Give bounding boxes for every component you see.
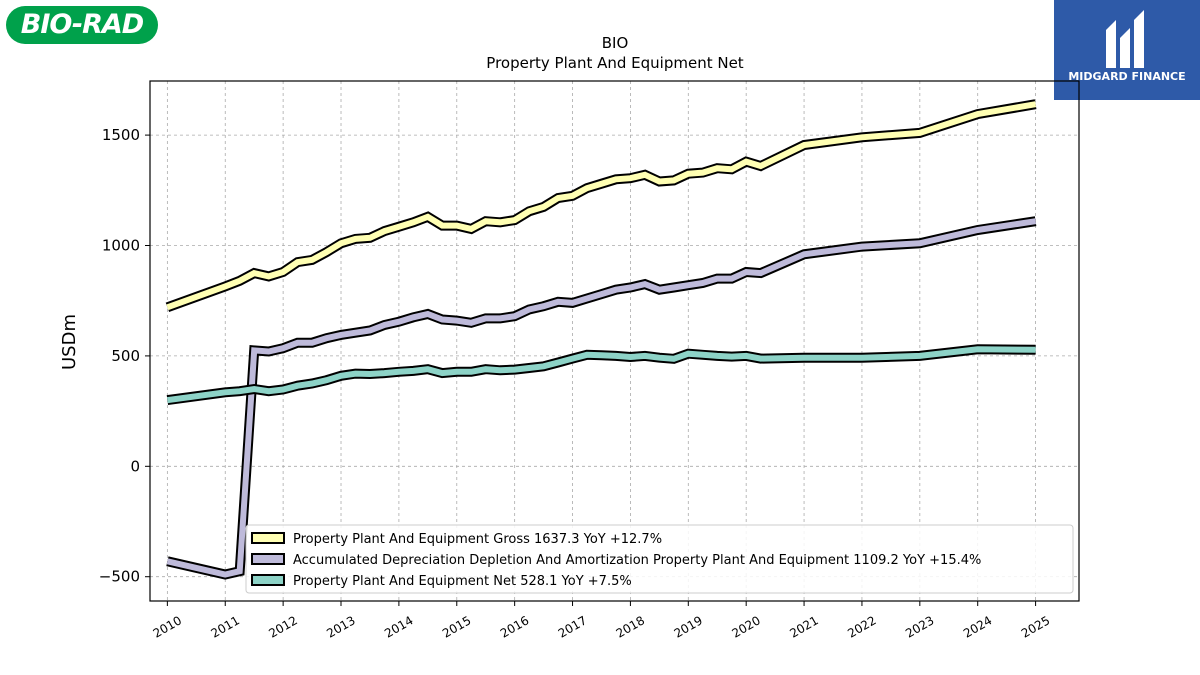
y-tick-label: −500: [99, 568, 140, 586]
y-tick-label: 500: [111, 347, 140, 365]
y-tick-label: 0: [130, 457, 140, 475]
series-lines: [165, 99, 1037, 580]
series-line: [166, 218, 1037, 578]
x-tick-label: 2019: [672, 613, 705, 640]
x-tick-label: 2012: [266, 613, 299, 640]
x-tick-label: 2015: [440, 613, 473, 640]
x-tick-label: 2010: [151, 613, 184, 640]
x-tick-label: 2013: [324, 613, 357, 640]
midgard-finance-logo: MIDGARD FINANCE: [1054, 0, 1200, 100]
series-3: [166, 344, 1036, 406]
legend: Property Plant And Equipment Gross 1637.…: [245, 524, 1074, 594]
legend-entry-label: Accumulated Depreciation Depletion And A…: [293, 553, 981, 568]
chart-title: BIO: [602, 34, 629, 52]
midgard-finance-logo-text: MIDGARD FINANCE: [1068, 70, 1186, 83]
legend-entry-label: Property Plant And Equipment Gross 1637.…: [293, 532, 662, 547]
x-tick-label: 2023: [903, 613, 936, 640]
legend-box: [245, 524, 1074, 594]
x-tick-label: 2017: [556, 613, 589, 640]
x-tick-label: 2024: [961, 613, 994, 640]
x-tick-label: 2016: [498, 613, 531, 640]
series-line: [166, 101, 1037, 311]
legend-swatch: [251, 553, 285, 565]
x-tick-label: 2021: [787, 613, 820, 640]
y-tick-label: 1000: [102, 237, 140, 255]
midgard-emblem-icon: [1106, 10, 1144, 68]
bio-rad-logo: BIO-RAD: [6, 6, 158, 44]
series-1: [165, 99, 1037, 313]
x-tick-label: 2018: [614, 613, 647, 640]
series-2: [166, 216, 1037, 580]
plot-frame: [149, 80, 1080, 602]
x-tick-label: 2022: [845, 613, 878, 640]
legend-swatch: [251, 574, 285, 586]
legend-entry-label: Property Plant And Equipment Net 528.1 Y…: [293, 574, 632, 589]
x-tick-label: 2020: [729, 613, 762, 640]
x-tick-label: 2014: [382, 613, 415, 640]
x-tick-label: 2011: [209, 613, 242, 640]
y-axis-label: USDm: [59, 314, 80, 370]
series-line-outline: [166, 216, 1037, 580]
y-tick-label: 1500: [102, 126, 140, 144]
chart-subtitle: Property Plant And Equipment Net: [486, 54, 743, 72]
x-tick-label: 2025: [1019, 613, 1052, 640]
series-line: [166, 346, 1036, 404]
legend-swatch: [251, 532, 285, 544]
